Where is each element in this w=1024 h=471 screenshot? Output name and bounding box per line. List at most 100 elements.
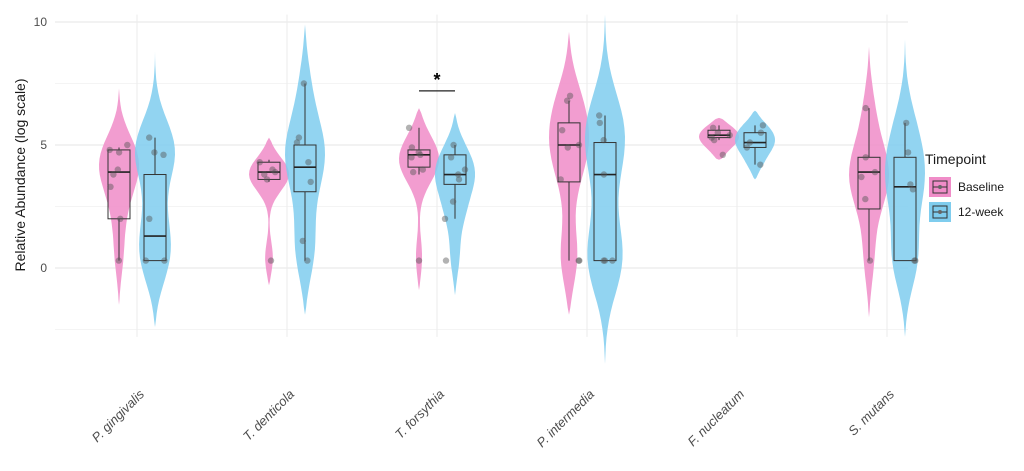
violin-p-gingivalis-12-week	[135, 51, 175, 327]
x-tick-label-p-gingivalis: P. gingivalis	[89, 386, 148, 445]
point-s-mutans-baseline	[862, 104, 869, 112]
box-p-intermedia-12-week	[593, 142, 617, 262]
point-p-intermedia-baseline	[576, 257, 583, 264]
point-p-gingivalis-12-week	[146, 215, 153, 222]
point-t-forsythia-12-week	[449, 198, 457, 205]
point-p-intermedia-12-week	[600, 257, 607, 264]
point-p-intermedia-baseline	[564, 144, 571, 151]
point-t-denticola-12-week	[293, 139, 301, 146]
point-f-nucleatum-baseline	[708, 134, 715, 141]
significance-label: *	[433, 70, 440, 90]
point-t-denticola-baseline	[256, 159, 263, 166]
box-s-mutans-12-week	[893, 156, 917, 262]
box-f-nucleatum-12-week	[743, 132, 767, 148]
x-tick-labels: P. gingivalis T. denticola T. forsythia P. …	[89, 386, 898, 450]
point-p-intermedia-12-week	[601, 257, 609, 264]
grid-lines	[55, 14, 908, 337]
legend-item-12-week: 12-week	[929, 202, 1004, 222]
point-p-gingivalis-baseline	[115, 149, 123, 156]
point-t-forsythia-12-week	[455, 171, 462, 178]
boxplots	[107, 83, 917, 262]
point-t-forsythia-12-week	[461, 166, 469, 173]
point-t-forsythia-12-week	[455, 176, 463, 183]
x-tick-label-s-mutans: S. mutans	[845, 386, 897, 438]
point-s-mutans-baseline	[862, 154, 869, 161]
y-tick-label: 5	[40, 138, 47, 152]
point-f-nucleatum-12-week	[757, 161, 764, 168]
point-t-forsythia-12-week	[442, 257, 450, 264]
point-f-nucleatum-12-week	[757, 129, 765, 136]
legend-key-point-baseline	[938, 185, 942, 189]
point-t-denticola-baseline	[261, 171, 268, 178]
point-t-denticola-baseline	[269, 166, 276, 173]
point-p-gingivalis-12-week	[142, 257, 149, 264]
point-s-mutans-12-week	[903, 119, 910, 127]
point-p-gingivalis-12-week	[160, 151, 167, 158]
point-f-nucleatum-baseline	[711, 136, 718, 144]
point-f-nucleatum-baseline	[719, 151, 726, 158]
point-p-intermedia-12-week	[596, 119, 603, 127]
point-p-intermedia-12-week	[600, 171, 608, 178]
point-f-nucleatum-12-week	[743, 144, 751, 151]
point-t-denticola-12-week	[305, 159, 312, 166]
y-tick-label: 10	[34, 15, 48, 29]
point-f-nucleatum-baseline	[714, 129, 721, 136]
point-p-gingivalis-baseline	[115, 257, 123, 264]
point-p-gingivalis-baseline	[114, 166, 122, 173]
point-t-forsythia-baseline	[410, 168, 417, 176]
point-t-forsythia-baseline	[419, 166, 426, 173]
y-tick-labels: 0 5 10	[34, 15, 48, 275]
point-p-intermedia-12-week	[600, 136, 607, 144]
box-f-nucleatum-baseline	[707, 129, 731, 139]
point-s-mutans-baseline	[858, 173, 865, 181]
point-s-mutans-12-week	[904, 149, 912, 156]
point-p-gingivalis-baseline	[110, 171, 117, 178]
box-p-intermedia-baseline	[557, 122, 581, 183]
legend: Timepoint Baseline 12-week	[925, 151, 1004, 222]
point-s-mutans-baseline	[871, 168, 879, 176]
point-t-forsythia-12-week	[450, 141, 457, 149]
box-t-denticola-12-week	[293, 144, 317, 193]
point-t-denticola-12-week	[300, 80, 308, 87]
point-t-denticola-baseline	[272, 168, 279, 176]
x-tick-label-t-forsythia: T. forsythia	[392, 387, 447, 442]
point-p-intermedia-12-week	[596, 112, 603, 119]
point-p-intermedia-baseline	[559, 127, 566, 134]
x-tick-label-f-nucleatum: F. nucleatum	[685, 386, 748, 449]
point-f-nucleatum-12-week	[759, 122, 767, 129]
point-t-denticola-12-week	[304, 257, 311, 264]
point-t-forsythia-baseline	[417, 151, 424, 158]
point-s-mutans-12-week	[909, 186, 917, 193]
x-tick-label-p-intermedia: P. intermedia	[534, 387, 598, 451]
point-t-forsythia-baseline	[408, 154, 415, 161]
box-t-forsythia-12-week	[443, 154, 467, 185]
point-p-intermedia-12-week	[609, 257, 616, 264]
point-t-denticola-baseline	[263, 176, 271, 183]
point-t-denticola-12-week	[299, 237, 306, 245]
violin-t-forsythia-baseline	[399, 108, 439, 291]
box-t-denticola-baseline	[257, 161, 281, 180]
legend-item-baseline: Baseline	[929, 177, 1004, 197]
point-p-intermedia-baseline	[564, 97, 571, 104]
point-p-gingivalis-12-week	[151, 149, 158, 156]
point-t-denticola-12-week	[295, 134, 303, 141]
violin-t-denticola-12-week	[285, 24, 325, 315]
point-t-denticola-12-week	[307, 178, 314, 186]
box-p-gingivalis-12-week	[143, 174, 167, 262]
point-p-gingivalis-baseline	[124, 141, 131, 149]
violin-p-intermedia-12-week	[585, 14, 625, 364]
legend-label-12-week: 12-week	[958, 205, 1004, 219]
point-t-forsythia-baseline	[405, 124, 413, 131]
point-p-intermedia-baseline	[566, 92, 574, 100]
point-s-mutans-12-week	[912, 257, 919, 264]
point-f-nucleatum-12-week	[746, 139, 754, 146]
point-s-mutans-12-week	[911, 257, 918, 264]
violins	[99, 14, 925, 364]
y-axis-title: Relative Abundance (log scale)	[12, 78, 28, 271]
point-t-forsythia-12-week	[447, 154, 455, 161]
point-s-mutans-baseline	[866, 257, 874, 264]
point-s-mutans-12-week	[907, 181, 914, 188]
legend-label-baseline: Baseline	[958, 180, 1004, 194]
point-p-gingivalis-baseline	[106, 146, 113, 154]
